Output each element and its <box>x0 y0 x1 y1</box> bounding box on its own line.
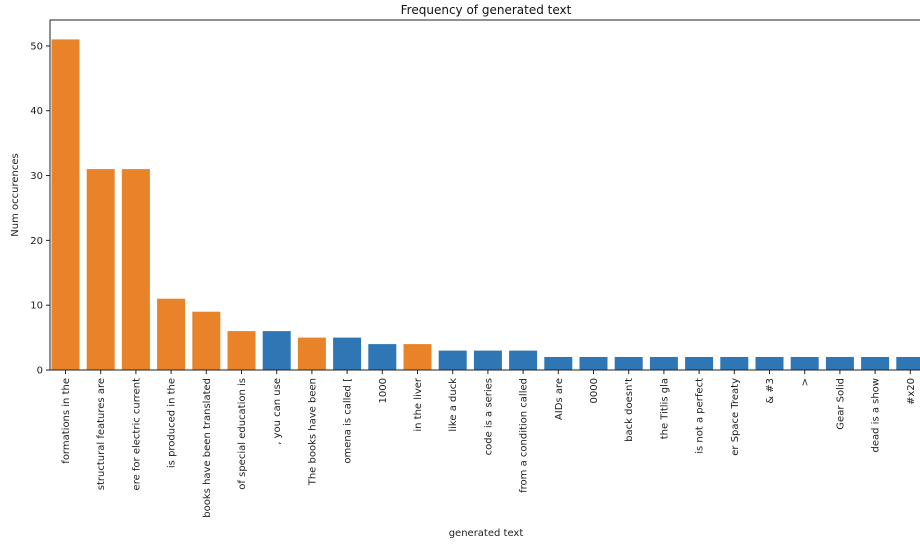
bar <box>685 357 714 370</box>
y-axis: 0 10 20 30 40 50 <box>30 41 50 377</box>
x-axis-title: generated text <box>449 528 524 539</box>
y-tick-label: 20 <box>30 236 43 247</box>
bar <box>755 357 784 370</box>
bar <box>649 357 678 370</box>
x-tick-label: , you can use <box>272 378 283 445</box>
bar <box>297 337 326 370</box>
bar <box>438 350 467 370</box>
bar <box>86 169 115 370</box>
x-tick-label: books have been translated <box>202 378 213 518</box>
x-tick-label: > <box>800 378 811 386</box>
y-tick-label: 10 <box>30 301 43 312</box>
x-tick-label: is not a perfect <box>695 378 706 454</box>
bar <box>579 357 608 370</box>
bar <box>790 357 819 370</box>
bar <box>403 344 432 370</box>
bar <box>157 298 186 370</box>
x-tick-label: in the liver <box>413 377 424 432</box>
x-tick-label: of special education is <box>237 378 248 490</box>
bar <box>720 357 749 370</box>
x-tick-label: structural features are <box>96 378 107 490</box>
x-tick-label: 1000 <box>378 378 389 403</box>
bar <box>614 357 643 370</box>
bar <box>544 357 573 370</box>
x-tick-label: omena is called [ <box>343 378 354 464</box>
x-tick-label: formations in the <box>61 378 72 464</box>
x-tick-label: The books have been <box>307 378 318 486</box>
y-tick-label: 40 <box>30 106 43 117</box>
y-tick-label: 0 <box>37 366 43 377</box>
x-tick-label: 0000 <box>589 378 600 403</box>
x-tick-label: like a duck <box>448 378 459 432</box>
x-tick-label: is produced in the <box>167 378 178 468</box>
y-tick-label: 30 <box>30 171 43 182</box>
x-tick-label: ere for electric current <box>131 378 142 491</box>
bar <box>121 169 150 370</box>
x-axis: formations in the structural features are… <box>61 370 917 518</box>
bar <box>368 344 397 370</box>
x-tick-label: er Space Treaty <box>730 378 741 456</box>
bar <box>896 357 920 370</box>
x-tick-label: the Titlis gla <box>659 378 670 439</box>
bars <box>51 39 920 371</box>
x-tick-label: back doesn't <box>624 378 635 442</box>
bar <box>192 311 221 370</box>
x-tick-label: #x20 <box>906 378 917 405</box>
y-axis-title: Num occurences <box>10 153 21 236</box>
bar <box>861 357 890 370</box>
bar <box>51 39 80 371</box>
chart-title: Frequency of generated text <box>401 3 572 17</box>
x-tick-label: dead is a show <box>871 378 882 452</box>
x-tick-label: AIDs are <box>554 378 565 420</box>
x-tick-label: & #3 <box>765 378 776 404</box>
bar <box>509 350 538 370</box>
bar <box>262 331 291 370</box>
x-tick-label: code is a series <box>483 378 494 455</box>
bar <box>333 337 362 370</box>
bar <box>227 331 256 370</box>
bar <box>825 357 854 370</box>
bar <box>473 350 502 370</box>
y-tick-label: 50 <box>30 41 43 52</box>
x-tick-label: Gear Solid <box>835 378 846 430</box>
x-tick-label: from a condition called <box>519 378 530 493</box>
